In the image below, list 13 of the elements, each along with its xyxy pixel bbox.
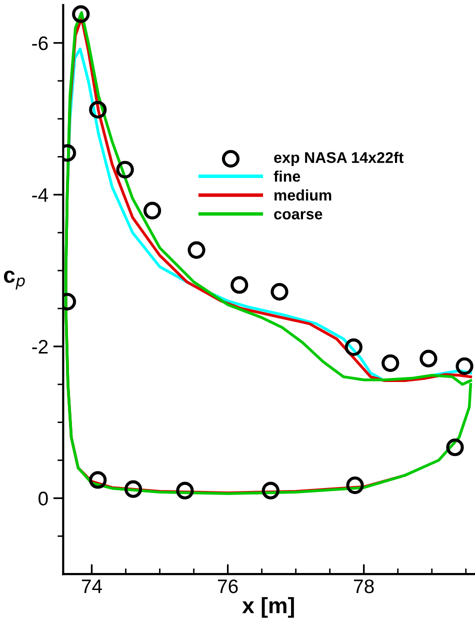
y-tick-label: 0 — [38, 492, 48, 506]
legend-label: coarse — [274, 211, 322, 220]
y-axis-title: c$_{p}$ — [4, 270, 25, 290]
y-tick-label: -6 — [32, 36, 48, 50]
y-tick-label: -2 — [32, 340, 48, 354]
x-tick-label: 78 — [354, 579, 374, 594]
x-tick-label: 76 — [218, 579, 238, 594]
y-tick-label: -4 — [32, 188, 48, 202]
x-tick-label: 74 — [82, 580, 102, 594]
legend-label: medium — [274, 189, 332, 201]
legend-label: exp NASA 14x22ft — [274, 152, 404, 166]
x-axis-title: x [m] — [242, 597, 294, 618]
legend-label: fine — [274, 170, 300, 182]
